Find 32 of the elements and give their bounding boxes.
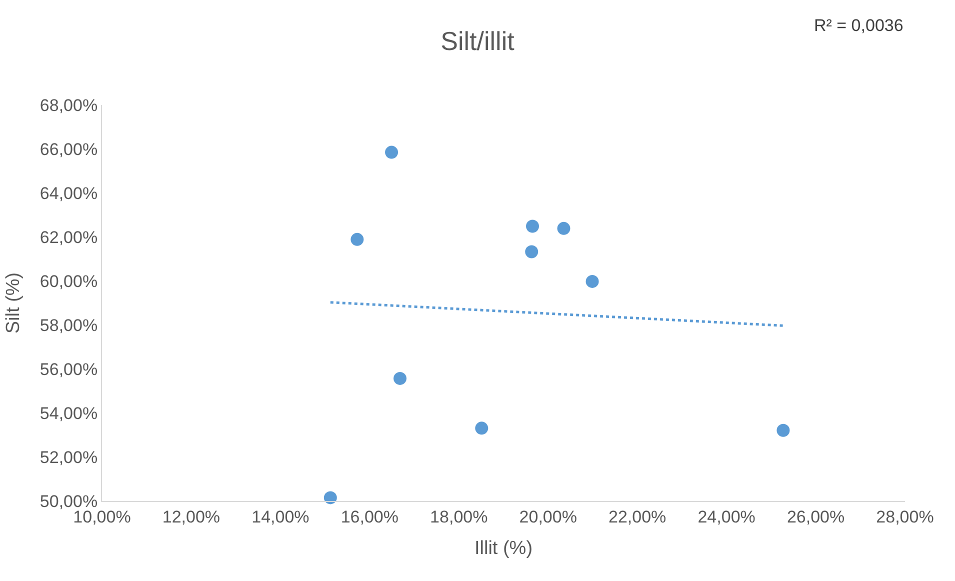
point [324, 491, 337, 504]
x-axis-title: Illit (%) [474, 538, 533, 560]
y-tick-label: 54,00% [40, 404, 98, 423]
point [394, 372, 406, 385]
point [776, 424, 790, 437]
y-tick-label: 68,00% [40, 96, 98, 115]
y-tick-label: 64,00% [40, 184, 98, 203]
text: R² = 0,0036 [814, 16, 904, 35]
x-tick-label: 26,00% [786, 507, 845, 526]
point [475, 422, 488, 435]
point [526, 220, 539, 233]
x-tick-label: 16,00% [340, 507, 399, 526]
y-tick-label: 62,00% [40, 228, 98, 247]
y-tick-label: 52,00% [40, 448, 98, 467]
point [586, 274, 599, 288]
x-tick-label: 12,00% [162, 507, 220, 526]
x-tick-label: 22,00% [608, 507, 666, 526]
x-tick-label: 14,00% [252, 507, 310, 526]
point [385, 146, 398, 159]
point [525, 245, 538, 258]
y-tick-label: 66,00% [40, 140, 98, 159]
x-tick-label: 24,00% [698, 507, 756, 526]
x-tick-label: 20,00% [519, 507, 577, 526]
chart-title: Silt/illit [440, 26, 516, 56]
y-tick-label: 56,00% [40, 360, 98, 379]
y-tick-label: 58,00% [40, 316, 98, 335]
point [557, 222, 570, 235]
x-tick-label: 18,00% [430, 507, 488, 526]
y-axis-title: Silt (%) [2, 272, 24, 334]
point [350, 232, 364, 246]
y-tick-label: 60,00% [40, 272, 98, 291]
x-tick-label: 28,00% [876, 507, 934, 526]
